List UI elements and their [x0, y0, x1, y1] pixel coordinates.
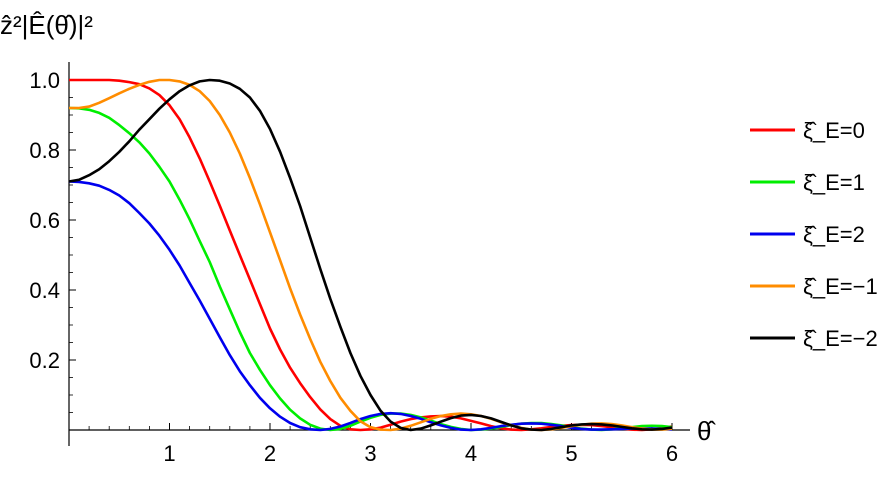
series-line-0 — [69, 78, 673, 432]
series-line-2 — [68, 180, 673, 432]
legend-label-0: ξ̂_E=0 — [803, 118, 865, 143]
y-tick-label: 0.2 — [29, 348, 60, 373]
legend-label-2: ξ̂_E=2 — [803, 222, 865, 247]
legend: ξ̂_E=0 ξ̂_E=1 ξ̂_E=2 ξ̂_E=−1 ξ̂_E=−2 — [750, 118, 878, 351]
y-tick-label: 0.8 — [29, 138, 60, 163]
series-lines — [68, 78, 673, 432]
x-tick-label: 4 — [465, 441, 477, 466]
y-axis-title: ẑ²|Ê(θ̂)|² — [0, 10, 93, 40]
y-tick-label: 1.0 — [29, 68, 60, 93]
legend-label-1: ξ̂_E=1 — [803, 170, 865, 195]
legend-label-4: ξ̂_E=−2 — [803, 326, 878, 351]
x-tick-label: 2 — [264, 441, 276, 466]
x-tick-label: 1 — [163, 441, 175, 466]
series-line-1 — [68, 106, 673, 432]
axes: 1 2 3 4 5 6 0.2 0.4 0.6 0.8 1.0 — [29, 62, 690, 466]
series-line-4 — [68, 78, 673, 432]
series-line-3 — [69, 78, 673, 432]
x-tick-label: 6 — [666, 441, 678, 466]
x-axis-title: θ̂ — [697, 416, 716, 446]
x-tick-label: 3 — [364, 441, 376, 466]
x-tick-label: 5 — [565, 441, 577, 466]
y-tick-label: 0.6 — [29, 208, 60, 233]
y-tick-label: 0.4 — [29, 278, 60, 303]
legend-label-3: ξ̂_E=−1 — [803, 274, 878, 299]
